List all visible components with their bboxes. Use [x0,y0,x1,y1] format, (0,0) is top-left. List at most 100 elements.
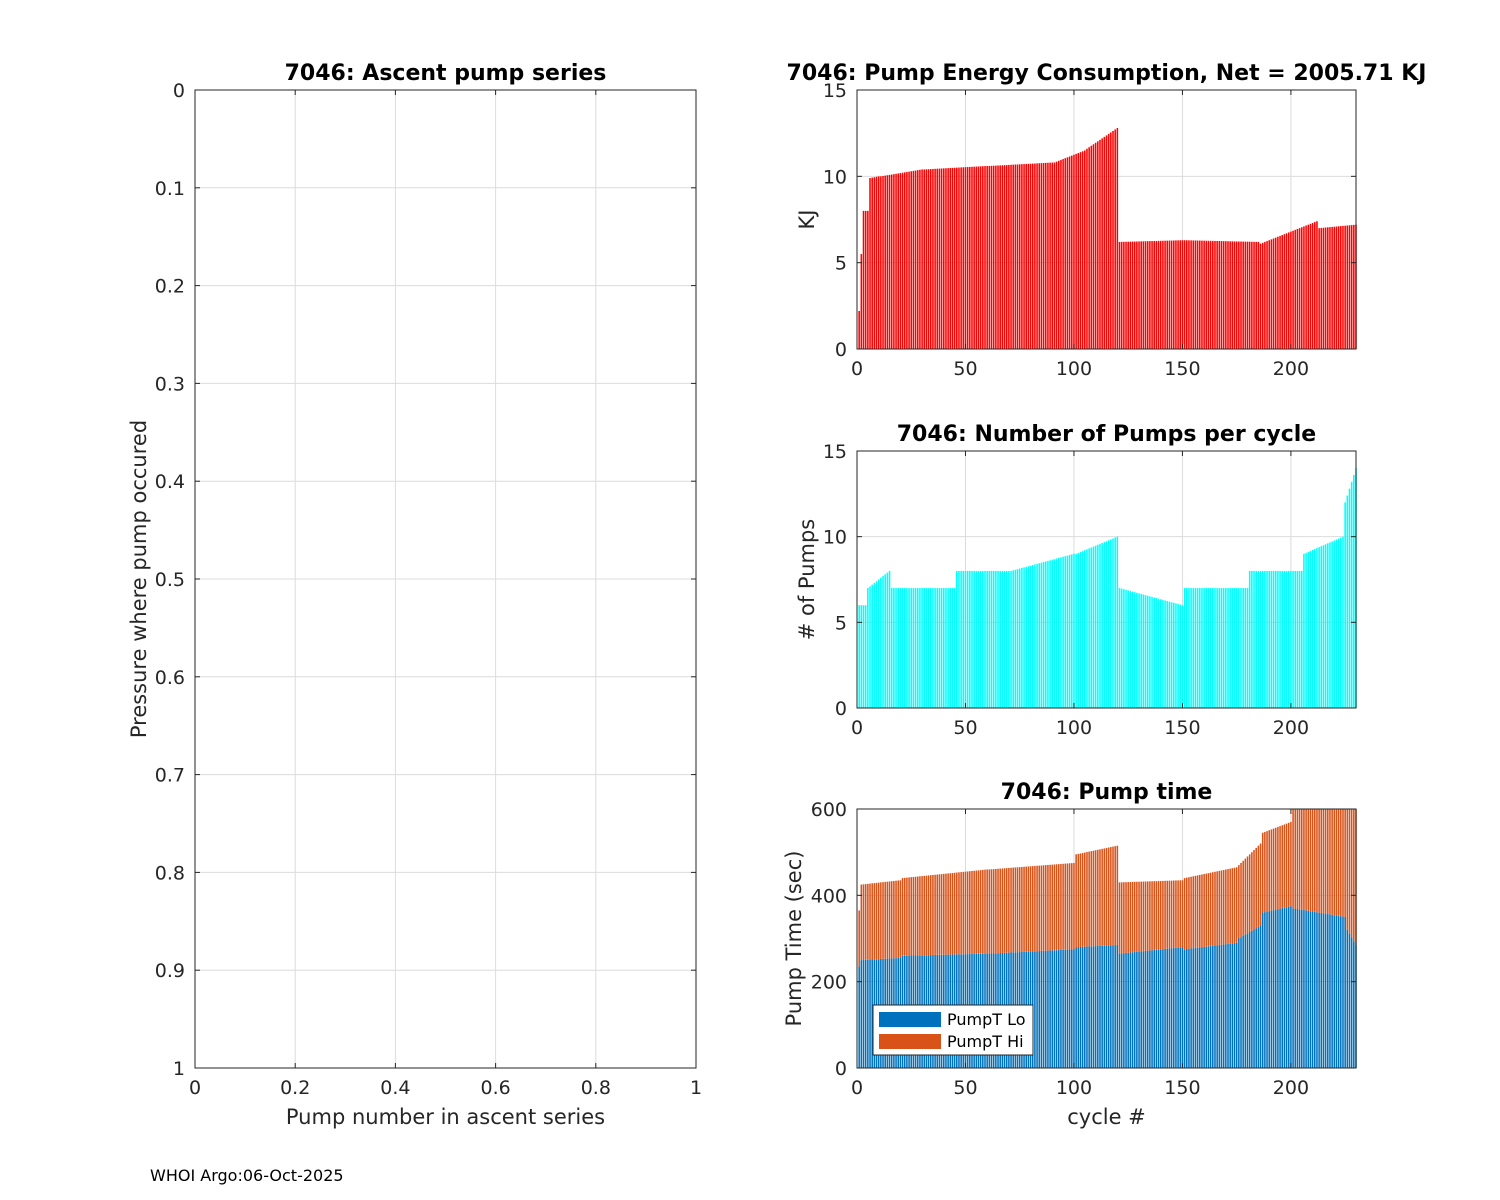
pumpt-hi-bar [1136,881,1138,952]
pump-time-chart: 0 50 100 150 200 0 200 400 600 7046: Pump time c… [782,780,1357,1129]
pumpt-lo-bar [1229,943,1231,1068]
pumpt-hi-bar [864,884,867,960]
energy-bar [1138,241,1140,349]
energy-bar [1159,240,1162,349]
pumpt-hi-bar [1027,866,1030,952]
legend-label-hi: PumpT Hi [947,1032,1024,1051]
pumps-bar [1348,488,1351,708]
x-tick-label: 200 [1273,717,1309,739]
pumpt-hi-bar [1112,846,1114,946]
pumps-bar [1177,604,1179,708]
pumpt-hi-bar [1144,881,1147,951]
pumps-bar [951,588,954,708]
energy-bar [1088,147,1090,349]
pumps-bar [862,605,865,708]
energy-bar [1105,135,1108,349]
pumpt-hi-bar [1246,856,1249,934]
energy-bar [1201,240,1203,349]
energy-bar [1086,148,1088,349]
energy-bar [871,177,873,349]
energy-bar [880,176,882,349]
pumpt-hi-bar [1175,880,1177,948]
pumpt-lo-bar [1192,948,1195,1068]
energy-bar [1335,226,1338,349]
pumpt-lo-bar [1344,916,1346,1068]
pumpt-hi-bar [1307,809,1310,911]
energy-bar [1068,156,1071,349]
energy-bar [1018,164,1021,349]
x-tick-label: 50 [953,358,977,380]
pumpt-hi-bar [923,875,926,956]
pumpt-lo-bar [1316,912,1318,1068]
legend-label-lo: PumpT Lo [947,1010,1026,1029]
pumps-bar [934,588,936,708]
energy-bar [897,173,899,349]
energy-bar [862,210,865,349]
pumpt-lo-bar [1112,945,1114,1068]
pumps-bar [1031,565,1034,708]
energy-bar [1014,164,1017,349]
x-tick-label: 50 [953,1077,977,1099]
pumps-bar [884,574,886,708]
energy-bar [1166,240,1169,349]
pumpt-hi-bar [1344,809,1346,917]
energy-bar [1140,241,1142,349]
pumpt-hi-bar [1120,882,1123,954]
pumpt-hi-bar [1205,873,1208,947]
pumpt-lo-bar [1064,949,1067,1068]
energy-bar [1279,235,1281,349]
energy-bar [1107,133,1110,349]
energy-bar [1127,241,1129,349]
pumpt-lo-bar [1285,907,1288,1068]
pumps-bar [1036,563,1038,708]
energy-bar [1218,241,1221,349]
pumps-bar [895,588,897,708]
energy-bar [1049,162,1051,349]
y-tick-label: 400 [811,885,847,907]
pumpt-hi-bar [1116,845,1119,945]
pumpt-hi-bar [1164,880,1166,949]
energy-bar [1259,243,1262,349]
footer-stamp: WHOI Argo:06-Oct-2025 [150,1166,344,1185]
energy-bar [884,175,886,349]
y-tick-label: 1 [173,1058,185,1080]
pumpt-hi-bar [953,872,956,955]
y-tick-label: 0 [173,80,185,102]
pumpt-hi-bar [1179,880,1182,948]
energy-bar [1329,227,1331,349]
pumps-bar [1047,560,1049,708]
pumpt-lo-bar [1238,938,1240,1068]
pumpt-lo-bar [1090,946,1093,1068]
pumpt-lo-bar [1240,937,1242,1068]
energy-bars [858,127,1357,350]
pumpt-lo-bar [1097,946,1099,1068]
energy-bar [1062,159,1064,349]
pumpt-hi-bar [1159,880,1162,950]
pumpt-hi-bar [1194,875,1197,948]
pumpt-lo-bar [1225,944,1227,1068]
pumpt-lo-bar [1157,949,1160,1068]
pumpt-hi-bar [1166,880,1169,949]
pumpt-lo-bar [1190,948,1192,1068]
pumps-bar [966,570,969,708]
energy-bar [1023,164,1025,349]
pumpt-hi-bar [960,872,962,955]
pumpt-lo-bar [1172,948,1175,1068]
pumps-bar [1023,567,1025,708]
pumpt-hi-bar [1342,809,1344,917]
pumps-bar [1142,594,1145,708]
energy-bar [1196,240,1199,349]
pumpt-hi-bar [890,881,893,959]
pumps-bar [1242,588,1244,708]
pumpt-lo-bar [1103,945,1106,1068]
pumpt-lo-bar [1038,951,1041,1068]
energy-bar [1216,240,1218,349]
energy-bar [1053,162,1056,349]
energy-bar [1305,225,1307,349]
pumps-bar [1094,545,1097,708]
pumps-bar [947,588,949,708]
energy-bar [925,169,928,349]
pumpt-lo-bar [1136,951,1138,1068]
energy-bar [1248,241,1251,349]
pumpt-lo-bar [1164,948,1166,1068]
